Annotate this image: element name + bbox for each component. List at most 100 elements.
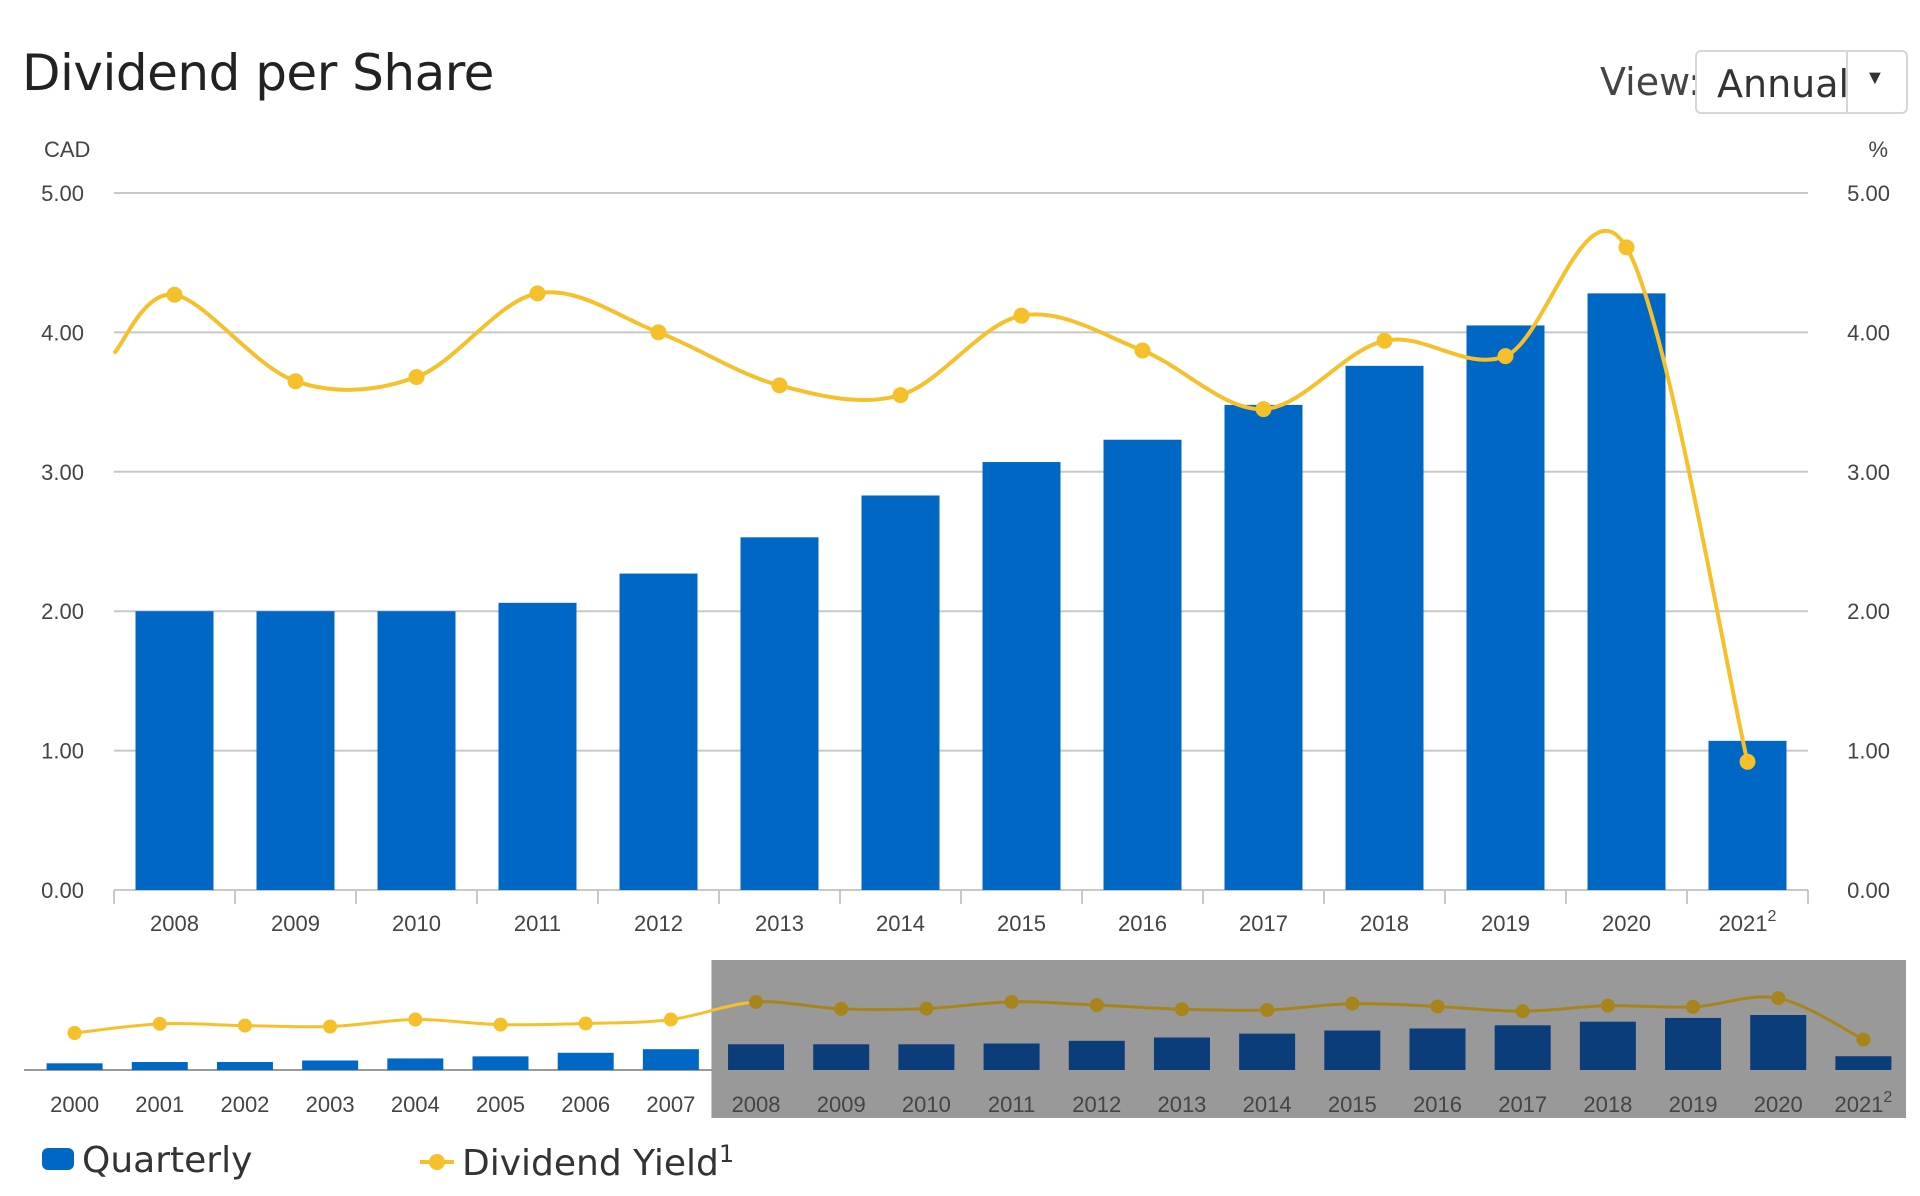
navigator-bar xyxy=(131,1062,188,1070)
x-tick-label: 2014 xyxy=(876,911,925,936)
bar-quarterly xyxy=(740,537,819,890)
navigator-x-label: 2009 xyxy=(817,1092,866,1117)
main-yield-line xyxy=(112,228,1756,770)
navigator-bar xyxy=(1239,1033,1296,1070)
yield-point xyxy=(1255,401,1272,418)
navigator-x-footnote: 2 xyxy=(1883,1089,1892,1106)
right-axis-unit: % xyxy=(1868,137,1888,162)
range-navigator[interactable]: 2000 2001 2002 2003 2004 2005 2006 2007 2008 2009… xyxy=(24,960,1906,1118)
right-y-tick-label: 0.00 xyxy=(1847,878,1890,903)
legend-quarterly-label: Quarterly xyxy=(82,1140,253,1181)
navigator-bar xyxy=(1665,1017,1722,1070)
yield-point xyxy=(1376,332,1393,349)
left-y-tick-label: 4.00 xyxy=(41,320,84,345)
bar-quarterly xyxy=(1224,404,1303,890)
navigator-yield-point xyxy=(1174,1002,1189,1017)
left-axis-unit: CAD xyxy=(44,137,90,162)
navigator-yield-segment xyxy=(330,1018,416,1028)
x-tick-label: 2013 xyxy=(755,911,804,936)
main-x-axis: 2008 2009 2010 2011 2012 2013 2014 2015 2016 2017… xyxy=(113,890,1809,936)
navigator-bar xyxy=(1068,1040,1125,1070)
x-tick-label: 2016 xyxy=(1118,911,1167,936)
navigator-x-label: 2014 xyxy=(1243,1092,1292,1117)
x-tick-label: 2012 xyxy=(634,911,683,936)
left-y-tick-label: 1.00 xyxy=(41,739,84,764)
yield-point xyxy=(1739,753,1756,770)
navigator-bar xyxy=(46,1063,103,1070)
navigator-bar xyxy=(1324,1030,1381,1070)
navigator-yield-point xyxy=(67,1026,82,1040)
navigator-yield-segment xyxy=(926,1000,1012,1011)
navigator-yield-point xyxy=(749,994,764,1009)
navigator-bar xyxy=(1835,1056,1892,1070)
navigator-yield-point xyxy=(1004,994,1019,1009)
bar-quarterly xyxy=(377,611,456,890)
navigator-x-label: 2003 xyxy=(306,1092,355,1117)
navigator-yield-segment xyxy=(1522,1004,1608,1013)
yield-point xyxy=(287,373,304,390)
legend-quarterly[interactable]: Quarterly xyxy=(42,1140,252,1181)
bar-quarterly xyxy=(256,611,335,890)
view-label: View: xyxy=(1600,60,1701,104)
navigator-yield-segment xyxy=(159,1021,245,1028)
navigator-yield-segment xyxy=(1181,1007,1268,1012)
navigator-x-label: 2019 xyxy=(1669,1092,1718,1117)
right-y-tick-label: 1.00 xyxy=(1847,739,1890,764)
navigator-yield-segment xyxy=(415,1018,501,1027)
navigator-x-label: 2000 xyxy=(50,1092,99,1117)
navigator-yield-segment xyxy=(841,1007,927,1012)
navigator-yield-segment xyxy=(1096,1003,1182,1011)
right-y-tick-label: 4.00 xyxy=(1847,320,1890,345)
navigator-x-label: 2010 xyxy=(902,1092,951,1117)
legend-yield-marker-icon xyxy=(420,1151,454,1173)
view-select[interactable]: Annual ▼ xyxy=(1695,50,1908,114)
navigator-x-label: 2007 xyxy=(646,1092,695,1117)
x-tick-label: 2011 xyxy=(514,911,561,936)
navigator-selection xyxy=(711,960,1906,1118)
navigator-bar xyxy=(1579,1021,1636,1070)
chevron-down-icon[interactable]: ▼ xyxy=(1865,67,1885,89)
bar-quarterly xyxy=(1587,293,1666,890)
navigator-yield-segment xyxy=(1267,1002,1353,1012)
navigator-yield-point xyxy=(237,1018,252,1033)
x-tick-label: 2009 xyxy=(271,911,320,936)
legend-yield-label: Dividend Yield xyxy=(462,1143,719,1184)
bar-quarterly xyxy=(982,462,1061,890)
navigator-yield-point xyxy=(1515,1004,1530,1019)
navigator-yield-point xyxy=(1600,998,1615,1013)
navigator-x-label: 2013 xyxy=(1157,1092,1206,1117)
navigator-bar xyxy=(813,1044,870,1070)
navigator-yield-segment xyxy=(755,1000,842,1011)
navigator-bar xyxy=(557,1052,614,1070)
navigator-x-label: 2012 xyxy=(1072,1092,1121,1117)
x-tick-label: 2015 xyxy=(997,911,1046,936)
view-select-divider xyxy=(1846,52,1848,112)
left-y-tick-label: 2.00 xyxy=(41,599,84,624)
navigator-yield-point xyxy=(1856,1032,1871,1047)
navigator-bar xyxy=(983,1043,1040,1070)
navigator-yield-point xyxy=(1430,999,1445,1014)
navigator-x-label: 2015 xyxy=(1328,1092,1377,1117)
navigator-yield-segment xyxy=(1607,1004,1694,1009)
navigator-x-label: 2002 xyxy=(220,1092,269,1117)
navigator-x-label: 2006 xyxy=(561,1092,610,1117)
right-y-tick-label: 2.00 xyxy=(1847,599,1890,624)
x-tick-label: 2010 xyxy=(392,911,441,936)
navigator-yield-point xyxy=(1771,991,1786,1006)
navigator-bar xyxy=(642,1049,699,1070)
bar-quarterly xyxy=(861,495,940,890)
navigator-yield-segment xyxy=(1352,1002,1438,1008)
navigator-bar xyxy=(1750,1015,1807,1070)
x-tick-label: 2017 xyxy=(1239,911,1288,936)
yield-line-path xyxy=(112,228,1750,763)
page-title: Dividend per Share xyxy=(22,44,494,102)
navigator-yield-point xyxy=(663,1012,678,1027)
legend-dividend-yield[interactable]: Dividend Yield1 xyxy=(420,1140,734,1184)
yield-point xyxy=(650,324,667,341)
navigator-bar xyxy=(1153,1037,1210,1070)
yield-point xyxy=(892,387,909,404)
left-y-tick-label: 0.00 xyxy=(41,878,84,903)
navigator-x-label: 2020 xyxy=(1754,1092,1803,1117)
navigator-yield-segment xyxy=(670,1000,757,1022)
navigator-x-label: 2017 xyxy=(1498,1092,1547,1117)
